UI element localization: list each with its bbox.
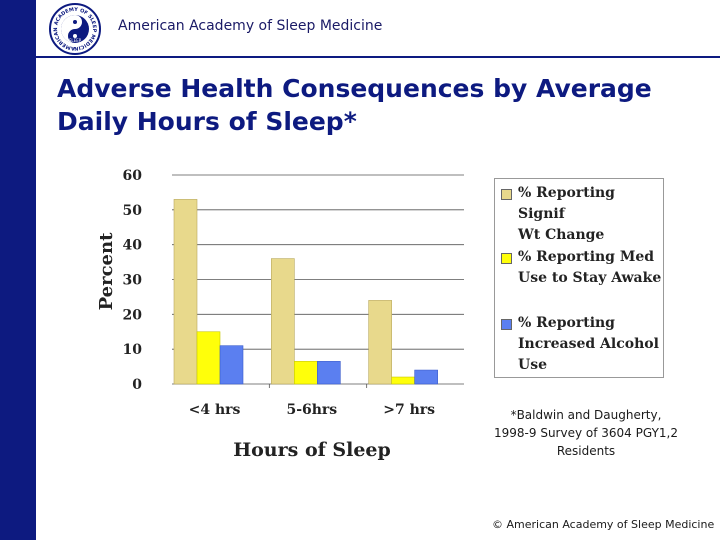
legend-label-line: Wt Change [518,227,605,243]
bar [317,361,341,385]
bar [414,369,438,385]
org-name: American Academy of Sleep Medicine [118,18,383,34]
bar [196,331,221,385]
footnote-line: 1998-9 Survey of 3604 PGY1,2 [494,426,678,440]
legend-label-alcohol-use: % Reporting Increased Alcohol Use [518,313,663,376]
bar [173,199,198,385]
legend-label-line: Use to Stay Awake [518,270,662,286]
x-tick-label: <4 hrs [189,402,241,418]
legend-swatch-med-use [501,253,512,264]
copyright-text: © American Academy of Sleep Medicine [492,518,715,531]
bar [294,361,318,385]
y-tick-label: 30 [123,273,143,289]
x-tick-label: >7 hrs [383,402,435,418]
title-line-2: Daily Hours of Sleep* [57,107,357,136]
bar [368,300,392,385]
y-tick-label: 10 [123,342,143,358]
x-tick-label: 5-6hrs [286,402,337,418]
header [36,0,720,56]
bar [391,376,415,385]
title-line-1: Adverse Health Consequences by Average [57,74,652,103]
legend-item-med-use: % Reporting Med Use to Stay Awake [501,247,663,289]
y-axis-title: Percent [96,232,117,310]
footnote-line: *Baldwin and Daugherty, [510,408,662,422]
legend-label-line: Increased Alcohol [518,336,659,352]
legend-label-line: % Reporting Signif [518,185,615,222]
legend-label-wt-change: % Reporting Signif Wt Change [518,183,663,246]
bar [271,258,295,385]
legend-label-line: % Reporting [518,315,615,331]
y-tick-label: 0 [132,377,142,393]
bar [219,345,244,385]
legend-swatch-wt-change [501,189,512,200]
slide-title: Adverse Health Consequences by Average D… [57,72,697,138]
legend-swatch-alcohol-use [501,319,512,330]
y-tick-label: 20 [123,307,143,323]
y-tick-label: 50 [123,203,143,219]
legend-item-wt-change: % Reporting Signif Wt Change [501,183,663,246]
footnote-line: Residents [556,444,616,458]
bar-chart: 0 10 20 30 40 50 60 <4 hrs 5-6hrs >7 hrs Percent Ho… [96,168,464,461]
y-tick-label: 60 [123,168,143,184]
logo-center-text: SLEEP [69,38,82,43]
aasm-logo: AMERICAN ACADEMY OF SLEEP MEDICINE SLEEP [46,2,101,55]
y-tick-label: 40 [123,238,143,254]
footnote: *Baldwin and Daugherty, 1998-9 Survey of… [480,406,692,460]
x-axis-title: Hours of Sleep [233,439,391,461]
legend-label-line: % Reporting Med [518,249,655,265]
header-divider [36,56,720,58]
legend-label-med-use: % Reporting Med Use to Stay Awake [518,247,663,289]
legend-label-line: Use [518,357,547,373]
sidebar-bar [0,0,36,540]
legend-item-alcohol-use: % Reporting Increased Alcohol Use [501,313,663,376]
chart-legend: % Reporting Signif Wt Change % Reporting… [494,178,664,378]
